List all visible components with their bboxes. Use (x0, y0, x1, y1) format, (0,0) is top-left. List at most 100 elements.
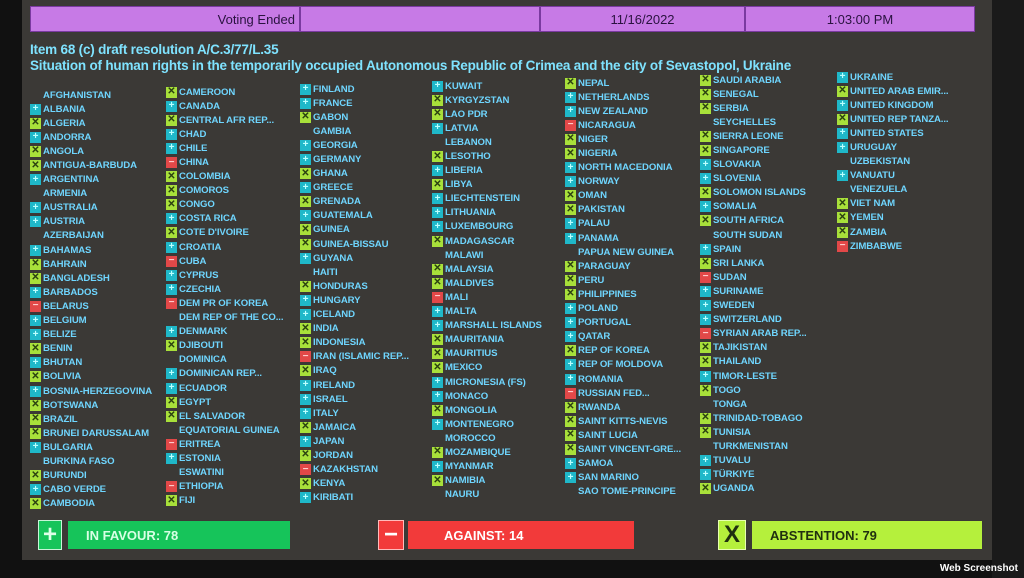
country-row: + FINLAND (300, 82, 440, 96)
country-row: ✕ CAMEROON (166, 85, 306, 99)
country-row: + GERMANY (300, 152, 440, 166)
plus-icon: + (30, 441, 41, 453)
plus-icon: + (565, 162, 576, 174)
x-icon: ✕ (565, 274, 576, 286)
country-row: + SWEDEN (700, 299, 840, 313)
country-name: VANUATU (850, 170, 895, 182)
no-vote-icon (837, 184, 848, 195)
country-name: CABO VERDE (43, 484, 106, 496)
country-name: ITALY (313, 407, 339, 419)
country-row: ✕ CENTRAL AFR REP... (166, 113, 306, 127)
country-name: PAKISTAN (578, 204, 625, 216)
country-name: MALDIVES (445, 277, 494, 289)
country-row: ✕ SAINT LUCIA (565, 428, 705, 442)
plus-icon: + (300, 309, 311, 321)
vote-date: 11/16/2022 (540, 6, 745, 32)
plus-icon: + (432, 193, 443, 205)
country-name: KIRIBATI (313, 492, 354, 504)
plus-icon: + (432, 122, 443, 134)
plus-icon: + (166, 213, 177, 225)
country-row: ✕ LAO PDR (432, 107, 572, 121)
x-icon: ✕ (432, 361, 443, 374)
country-row: ✕ MEXICO (432, 361, 572, 375)
x-icon: ✕ (300, 421, 311, 433)
country-row: ✕ UNITED ARAB EMIR... (837, 84, 977, 98)
country-name: SOLOMON ISLANDS (713, 187, 806, 199)
x-icon: ✕ (30, 342, 41, 355)
country-name: GAMBIA (313, 125, 352, 137)
x-icon: ✕ (565, 288, 576, 300)
x-icon: ✕ (700, 186, 711, 199)
country-name: ANDORRA (43, 131, 92, 143)
country-name: SAUDI ARABIA (713, 74, 782, 86)
no-vote-icon (30, 456, 41, 467)
country-row: + FRANCE (300, 96, 440, 110)
country-row: − RUSSIAN FED... (565, 386, 705, 400)
country-name: PARAGUAY (578, 260, 631, 272)
country-row: ✕ ANGOLA (30, 144, 170, 158)
abstention-x-icon: X (718, 520, 746, 550)
minus-icon: − (700, 271, 711, 283)
country-name: DJIBOUTI (179, 340, 223, 352)
plus-icon: + (700, 300, 711, 312)
country-row: ✕ IRAQ (300, 364, 440, 378)
country-row: ✕ TAJIKISTAN (700, 341, 840, 355)
country-row: ✕ PAKISTAN (565, 203, 705, 217)
no-vote-icon (432, 250, 443, 261)
country-row: ✕ YEMEN (837, 211, 977, 225)
x-icon: ✕ (837, 211, 848, 224)
country-name: MOZAMBIQUE (445, 446, 511, 458)
country-name: MAURITANIA (445, 334, 505, 346)
country-name: UNITED ARAB EMIR... (850, 85, 949, 97)
plus-icon: + (300, 252, 311, 264)
country-row: + PORTUGAL (565, 316, 705, 330)
x-icon: ✕ (565, 77, 576, 89)
country-row: + TUVALU (700, 454, 840, 468)
plus-icon: + (30, 216, 41, 228)
country-name: LEBANON (445, 136, 492, 148)
no-vote-icon (700, 117, 711, 128)
country-name: RUSSIAN FED... (578, 387, 650, 399)
country-name: UKRAINE (850, 71, 894, 83)
country-name: BANGLADESH (43, 272, 110, 284)
x-icon: ✕ (432, 347, 443, 360)
x-icon: ✕ (30, 258, 41, 270)
plus-icon: + (432, 418, 443, 430)
country-row: ✕ NIGER (565, 132, 705, 146)
country-row: + MONTENEGRO (432, 417, 572, 431)
country-name: NORTH MACEDONIA (578, 162, 673, 174)
favour-plus-icon: + (38, 520, 62, 550)
country-name: CYPRUS (179, 269, 219, 281)
country-row: DOMINICA (166, 353, 306, 367)
country-name: SOMALIA (713, 201, 757, 213)
x-icon: ✕ (432, 474, 443, 487)
country-name: BAHAMAS (43, 244, 92, 256)
country-name: MALTA (445, 306, 477, 318)
country-name: AUSTRIA (43, 216, 85, 228)
country-row: + CANADA (166, 99, 306, 113)
country-name: KUWAIT (445, 80, 483, 92)
country-row: ✕ NEPAL (565, 76, 705, 90)
country-name: MONGOLIA (445, 404, 497, 416)
country-column: ✕ CAMEROON + CANADA ✕ CENTRAL AFR REP... + CHAD… (166, 85, 306, 508)
against-total: AGAINST: 14 (408, 521, 634, 549)
x-icon: ✕ (166, 170, 177, 183)
x-icon: ✕ (565, 133, 576, 145)
country-name: COLOMBIA (179, 171, 231, 183)
country-name: CHILE (179, 142, 208, 154)
plus-icon: + (565, 303, 576, 315)
plus-icon: + (300, 492, 311, 504)
plus-icon: + (837, 71, 848, 83)
country-name: TUNISIA (713, 426, 751, 438)
country-row: + AUSTRALIA (30, 201, 170, 215)
country-name: MARSHALL ISLANDS (445, 320, 542, 332)
country-row: TONGA (700, 397, 840, 411)
country-name: JAPAN (313, 435, 345, 447)
country-name: ECUADOR (179, 382, 227, 394)
no-vote-icon (700, 399, 711, 410)
x-icon: ✕ (300, 336, 311, 349)
x-icon: ✕ (565, 344, 576, 357)
country-row: ✕ MOZAMBIQUE (432, 445, 572, 459)
country-name: ALGERIA (43, 117, 86, 129)
country-row: + BAHAMAS (30, 243, 170, 257)
